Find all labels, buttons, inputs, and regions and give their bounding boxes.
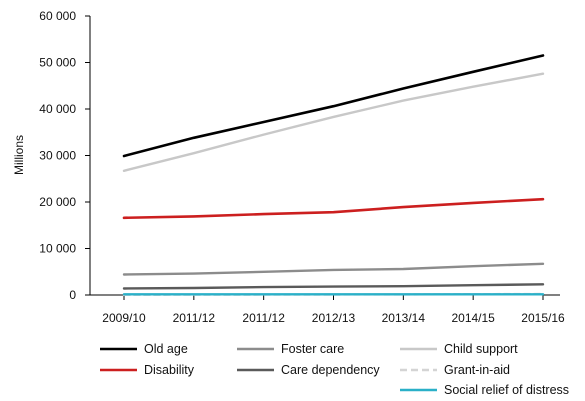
y-axis-title: Millions [12,135,26,175]
x-tick-label: 2013/14 [382,311,426,325]
legend-label-social-relief-of-distress: Social relief of distress [444,383,569,397]
y-tick-label: 10 000 [39,242,76,256]
x-tick-label: 2012/13 [312,311,356,325]
series-line-old-age [122,54,545,158]
x-tick-label: 2011/12 [242,311,285,325]
y-tick-label: 30 000 [39,149,76,163]
legend-label-foster-care: Foster care [281,342,344,356]
y-tick-label: 40 000 [39,102,76,116]
x-tick-label: 2014/15 [451,311,495,325]
x-tick-label: 2009/10 [102,311,146,325]
series-line-disability [122,197,545,220]
series-line-care-dependency [122,283,545,290]
chart-legend: Old age Disability Foster care Care depende… [100,342,569,397]
y-tick-label: 0 [69,288,76,302]
legend-label-grant-in-aid: Grant-in-aid [444,363,510,377]
y-tick-label: 50 000 [39,56,76,70]
series-line-foster-care [122,262,545,276]
y-tick-label: 20 000 [39,195,76,209]
chart-series [122,54,545,296]
legend-label-old-age: Old age [144,342,188,356]
x-tick-label: 2015/16 [521,311,565,325]
legend-label-care-dependency: Care dependency [281,363,380,377]
x-tick-label: 2011/12 [173,311,216,325]
legend-label-disability: Disability [144,363,195,377]
series-line-child-support [122,72,545,173]
legend-label-child-support: Child support [444,342,518,356]
chart-axes: 0 10 000 20 000 30 000 40 000 50 000 60 000 200… [12,9,565,325]
y-tick-label: 60 000 [39,9,76,23]
